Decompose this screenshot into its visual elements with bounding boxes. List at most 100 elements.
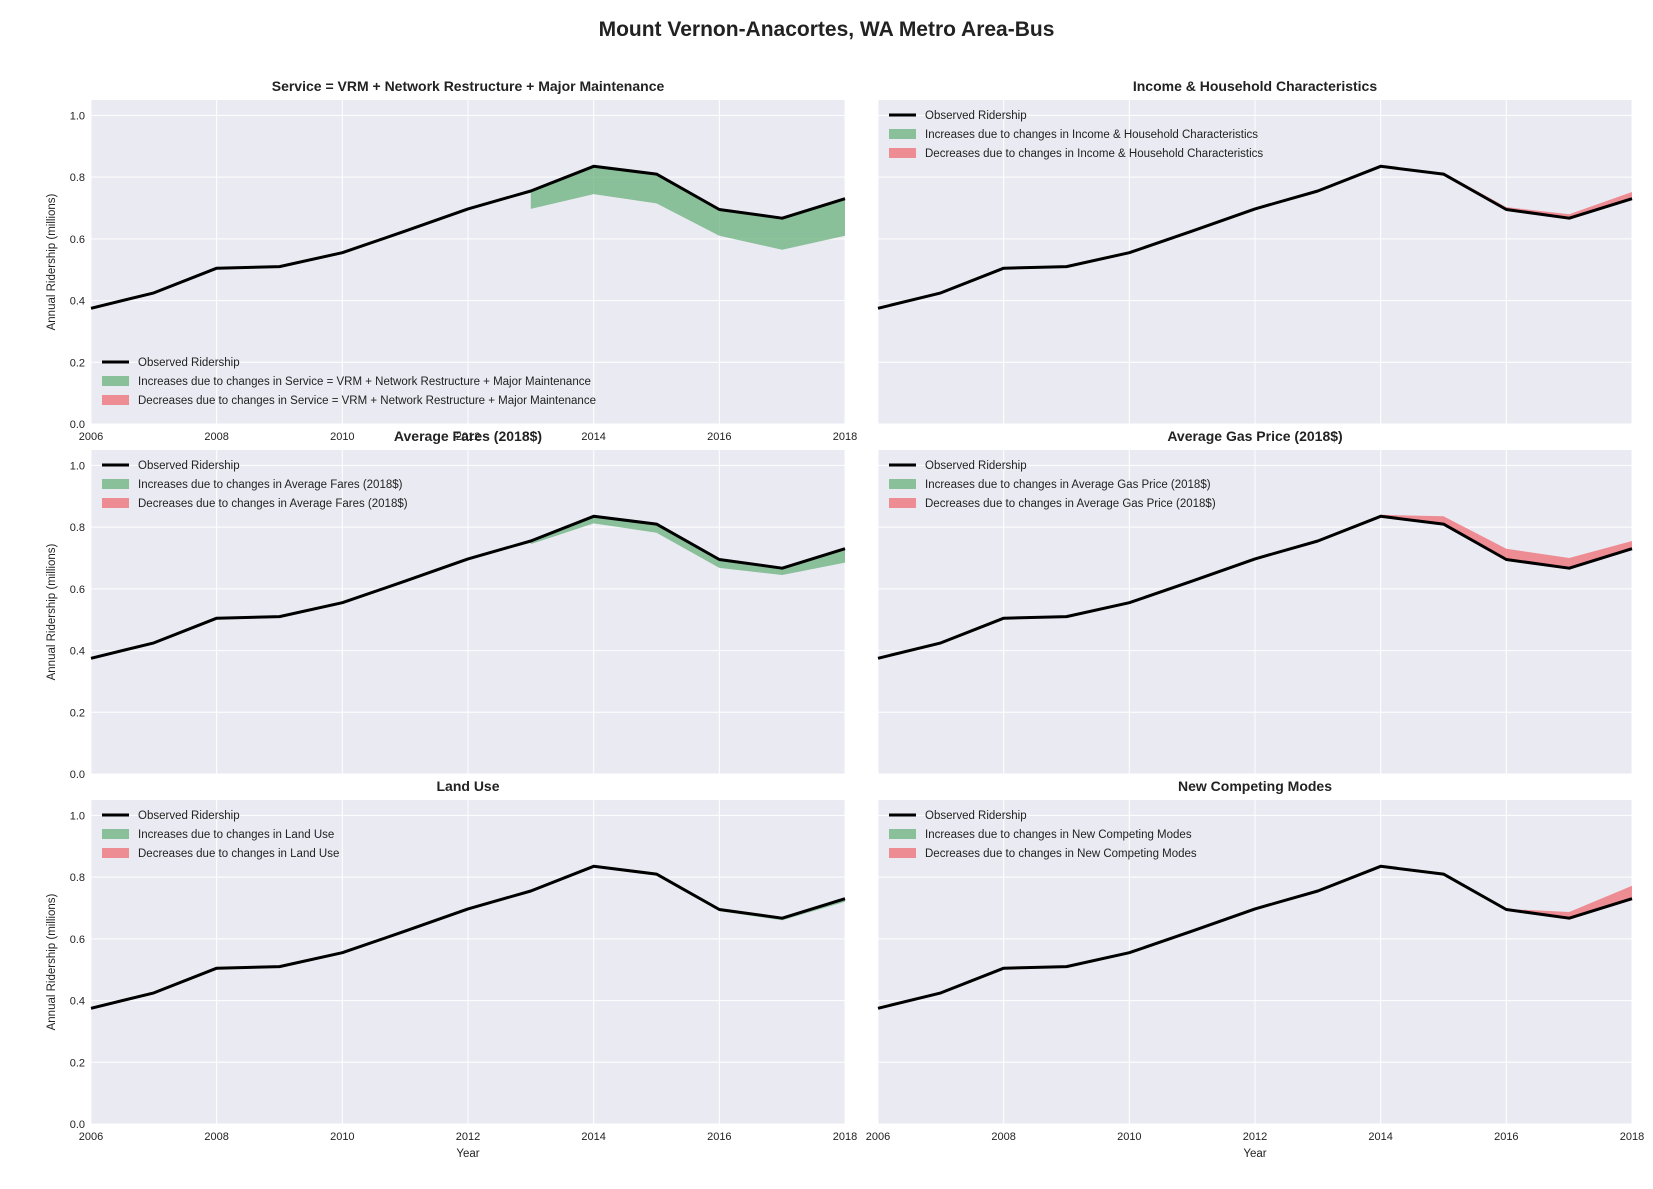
increase-area: [530, 516, 845, 575]
x-tick-label: 2016: [1494, 1131, 1518, 1143]
y-tick-label: 0.8: [70, 872, 85, 884]
x-tick-label: 2016: [707, 431, 731, 443]
y-tick-label: 0.6: [70, 234, 85, 246]
legend-label: Decreases due to changes in Average Gas …: [925, 498, 1216, 510]
y-tick-label: 0.4: [70, 646, 85, 658]
y-tick-label: 1.0: [70, 110, 85, 122]
panel-title: Average Gas Price (2018$): [1167, 428, 1342, 444]
x-axis-label: Year: [1243, 1148, 1266, 1160]
y-tick-label: 0.2: [70, 357, 85, 369]
legend: Observed Ridership Increases due to chang…: [102, 357, 596, 407]
y-tick-label: 0.6: [70, 934, 85, 946]
legend-swatch-decrease: [102, 395, 129, 405]
x-tick-label: 2018: [1620, 1131, 1644, 1143]
legend-swatch-increase: [102, 479, 129, 489]
y-tick-label: 0.8: [70, 522, 85, 534]
x-tick-label: 2010: [330, 1131, 354, 1143]
increase-area: [530, 166, 845, 250]
legend-label: Observed Ridership: [925, 810, 1027, 822]
y-tick-label: 0.0: [70, 769, 85, 781]
y-tick-label: 1.0: [70, 460, 85, 472]
legend-label: Increases due to changes in Average Gas …: [925, 479, 1211, 491]
legend: Observed Ridership Increases due to chang…: [889, 460, 1216, 510]
legend-swatch-increase: [102, 376, 129, 386]
legend-label: Observed Ridership: [138, 357, 240, 369]
legend-swatch-decrease: [889, 148, 916, 158]
panel-2: Income & Household Characteristics Observ…: [877, 78, 1633, 425]
panel-6: New Competing Modes 2006 2008 2010 2012 2014 2…: [866, 778, 1644, 1160]
x-tick-label: 2018: [833, 431, 857, 443]
legend-label: Increases due to changes in Income & Hou…: [925, 129, 1258, 141]
panel-title: Service = VRM + Network Restructure + Ma…: [272, 78, 665, 94]
decrease-area: [1380, 514, 1632, 569]
observed-ridership-line: [90, 514, 846, 660]
x-tick-label: 2014: [581, 1131, 605, 1143]
y-tick-label: 0.2: [70, 707, 85, 719]
panel-4: Average Gas Price (2018$) Observed Riders…: [877, 428, 1633, 775]
observed-ridership-line: [877, 864, 1633, 1010]
legend: Observed Ridership Increases due to chang…: [889, 110, 1263, 160]
x-tick-label: 2006: [866, 1131, 890, 1143]
x-tick-label: 2014: [1368, 1131, 1392, 1143]
y-axis-label: Annual Ridership (millions): [46, 543, 58, 680]
legend-label: Increases due to changes in New Competin…: [925, 829, 1192, 841]
legend-label: Decreases due to changes in Land Use: [138, 848, 339, 860]
legend-label: Decreases due to changes in Income & Hou…: [925, 148, 1263, 160]
legend-swatch-increase: [889, 829, 916, 839]
panel-3: Average Fares (2018$) 0.0 0.2 0.4 0.6 0.8 1.0 A…: [46, 428, 846, 781]
panel-title: New Competing Modes: [1178, 778, 1332, 794]
x-tick-label: 2006: [79, 431, 103, 443]
x-tick-label: 2008: [204, 431, 228, 443]
x-tick-label: 2006: [79, 1131, 103, 1143]
y-tick-label: 0.6: [70, 584, 85, 596]
observed-ridership-line: [877, 164, 1633, 310]
y-tick-label: 0.4: [70, 996, 85, 1008]
decrease-area: [1506, 885, 1632, 919]
legend: Observed Ridership Increases due to chang…: [102, 810, 339, 860]
x-tick-label: 2008: [991, 1131, 1015, 1143]
legend-label: Observed Ridership: [925, 460, 1027, 472]
x-tick-label: 2012: [1243, 1131, 1267, 1143]
y-axis-label: Annual Ridership (millions): [46, 893, 58, 1030]
legend-label: Decreases due to changes in New Competin…: [925, 848, 1197, 860]
y-tick-label: 0.4: [70, 296, 85, 308]
x-tick-label: 2014: [581, 431, 605, 443]
legend-label: Increases due to changes in Land Use: [138, 829, 334, 841]
panel-title: Land Use: [436, 778, 499, 794]
x-tick-label: 2012: [456, 431, 480, 443]
legend-swatch-decrease: [889, 498, 916, 508]
y-axis-label: Annual Ridership (millions): [46, 193, 58, 330]
x-axis-label: Year: [456, 1148, 479, 1160]
observed-ridership-line: [877, 514, 1633, 660]
legend-swatch-increase: [889, 479, 916, 489]
y-tick-label: 0.0: [70, 419, 85, 431]
panel-title: Income & Household Characteristics: [1133, 78, 1378, 94]
legend: Observed Ridership Increases due to chang…: [102, 460, 408, 510]
legend-swatch-decrease: [102, 848, 129, 858]
legend-label: Observed Ridership: [138, 460, 240, 472]
figure-title: Mount Vernon-Anacortes, WA Metro Area-Bu…: [598, 18, 1055, 41]
legend-swatch-increase: [889, 129, 916, 139]
legend-label: Increases due to changes in Average Fare…: [138, 479, 403, 491]
x-tick-label: 2010: [330, 431, 354, 443]
panel-5: Land Use 0.0 0.2 0.4 0.6 0.8 1.0 2006 2008 2010 20…: [46, 778, 857, 1160]
observed-ridership-line: [90, 164, 846, 310]
y-tick-label: 0.0: [70, 1119, 85, 1131]
observed-ridership-line: [90, 864, 846, 1010]
legend-label: Increases due to changes in Service = VR…: [138, 376, 591, 388]
legend-label: Observed Ridership: [925, 110, 1027, 122]
legend-swatch-increase: [102, 829, 129, 839]
x-tick-label: 2010: [1117, 1131, 1141, 1143]
legend-label: Decreases due to changes in Service = VR…: [138, 395, 596, 407]
x-tick-label: 2018: [833, 1131, 857, 1143]
x-tick-label: 2016: [707, 1131, 731, 1143]
y-tick-label: 0.8: [70, 172, 85, 184]
legend: Observed Ridership Increases due to chang…: [889, 810, 1197, 860]
legend-label: Observed Ridership: [138, 810, 240, 822]
panel-1: Service = VRM + Network Restructure + Ma…: [46, 78, 857, 443]
legend-swatch-decrease: [889, 848, 916, 858]
panel-title: Average Fares (2018$): [394, 428, 542, 444]
x-tick-label: 2012: [456, 1131, 480, 1143]
x-tick-label: 2008: [204, 1131, 228, 1143]
